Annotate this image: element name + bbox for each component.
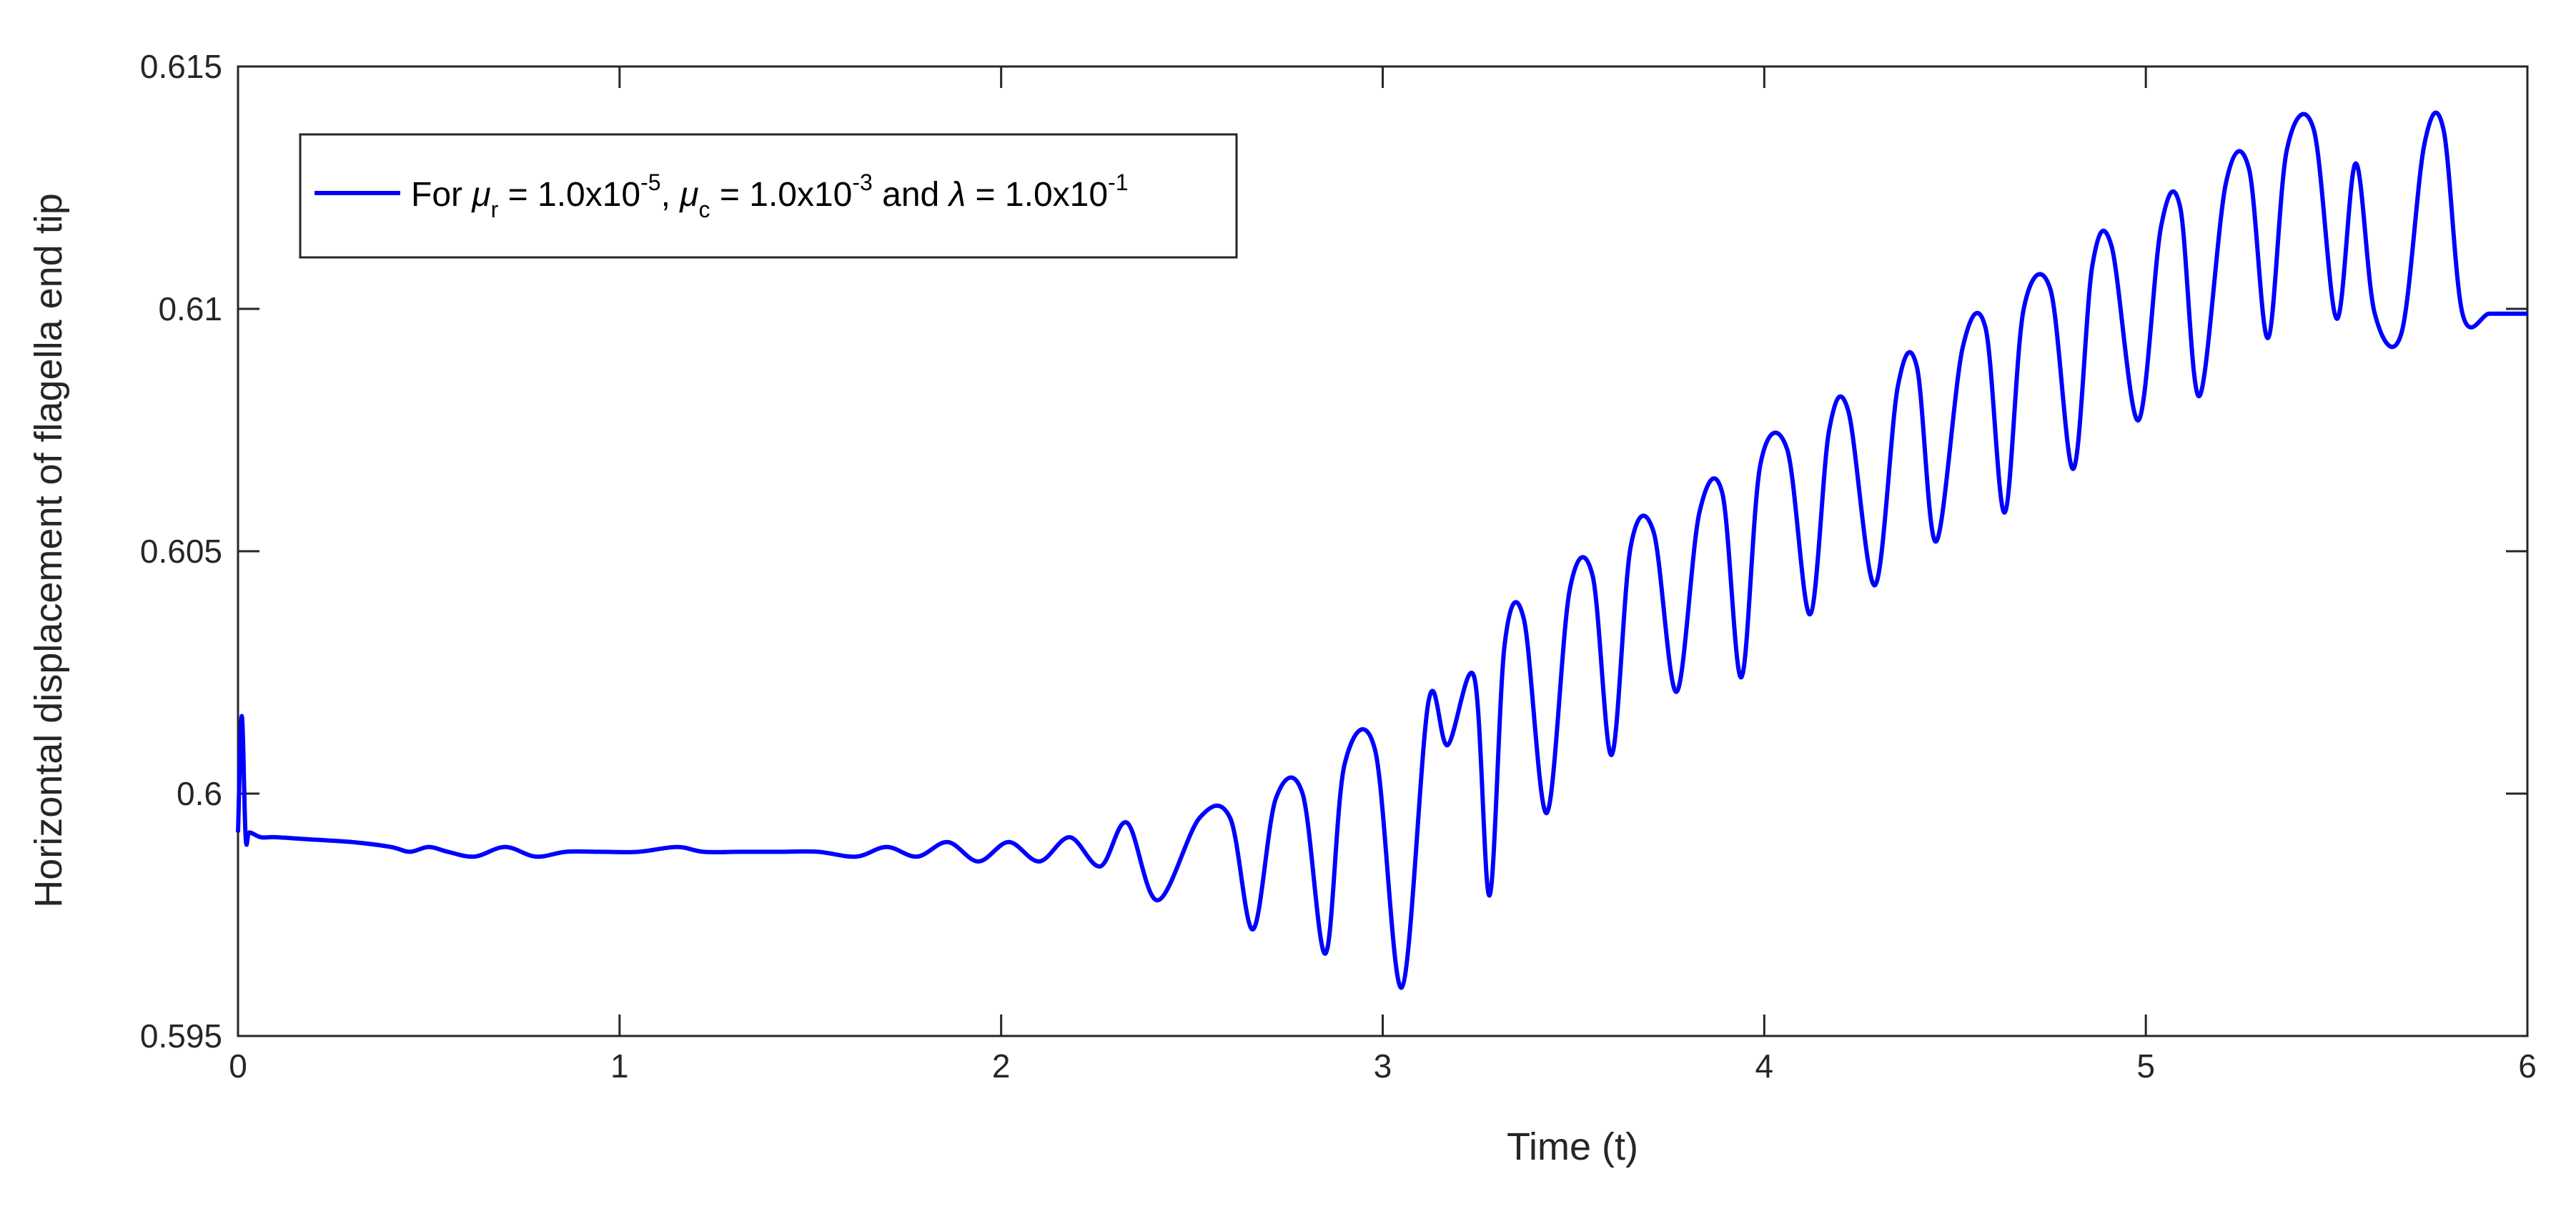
x-tick-label: 5 (2136, 1047, 2155, 1085)
x-tick-label: 6 (2518, 1047, 2537, 1085)
legend: For μr = 1.0x10-5, μc = 1.0x10-3 and λ =… (299, 133, 1238, 259)
x-axis-label: Time (t) (1507, 1125, 1638, 1168)
y-tick-label: 0.595 (140, 1017, 222, 1055)
x-tick-label: 0 (229, 1047, 247, 1085)
y-tick-label: 0.6 (177, 775, 222, 812)
y-tick-label: 0.61 (158, 290, 222, 327)
y-axis: 0.595 0.6 0.605 0.61 0.615 (140, 48, 2527, 1055)
y-axis-label: Horizontal displacement of flagella end … (27, 193, 70, 908)
legend-label: For μr = 1.0x10-5, μc = 1.0x10-3 and λ =… (411, 169, 1129, 222)
x-tick-label: 4 (1755, 1047, 1774, 1085)
x-tick-label: 2 (992, 1047, 1011, 1085)
x-tick-label: 3 (1374, 1047, 1392, 1085)
y-tick-label: 0.615 (140, 48, 222, 85)
x-tick-label: 1 (610, 1047, 629, 1085)
x-axis: 0 1 2 3 4 5 6 (229, 66, 2537, 1085)
legend-box (299, 133, 1238, 259)
series-line (236, 110, 2527, 990)
y-tick-label: 0.605 (140, 533, 222, 570)
